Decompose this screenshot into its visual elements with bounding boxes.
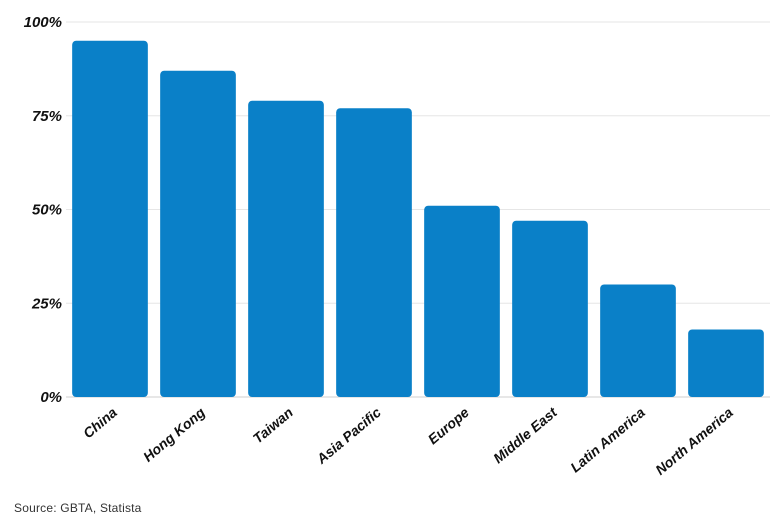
bar-china [72,40,148,397]
x-category-label: Middle East [490,403,561,466]
bar-taiwan [248,100,324,397]
x-category-label: China [80,404,120,441]
y-tick-label: 0% [40,389,62,406]
bar-hong-kong [160,70,236,397]
bar-middle-east [512,220,588,397]
bar-europe [424,205,500,397]
x-category-label: North America [652,404,736,478]
bar-north-america [688,329,764,397]
x-category-label: Taiwan [250,404,296,446]
y-tick-label: 25% [31,295,62,312]
x-category-label: Europe [425,404,472,447]
y-tick-label: 50% [32,202,62,219]
bars [72,40,764,397]
x-category-label: Latin America [567,404,648,476]
x-category-label: Hong Kong [140,404,208,465]
x-axis-labels: China Hong Kong Taiwan Asia Pacific Europe Mi… [80,403,736,478]
bar-latin-america [600,284,676,397]
y-tick-label: 100% [24,14,62,31]
source-note: Source: GBTA, Statista [14,501,142,515]
bar-asia-pacific [336,108,412,397]
x-category-label: Asia Pacific [313,404,384,468]
y-tick-label: 75% [32,108,62,125]
y-axis-ticks: 0% 25% 50% 75% 100% [24,14,62,406]
